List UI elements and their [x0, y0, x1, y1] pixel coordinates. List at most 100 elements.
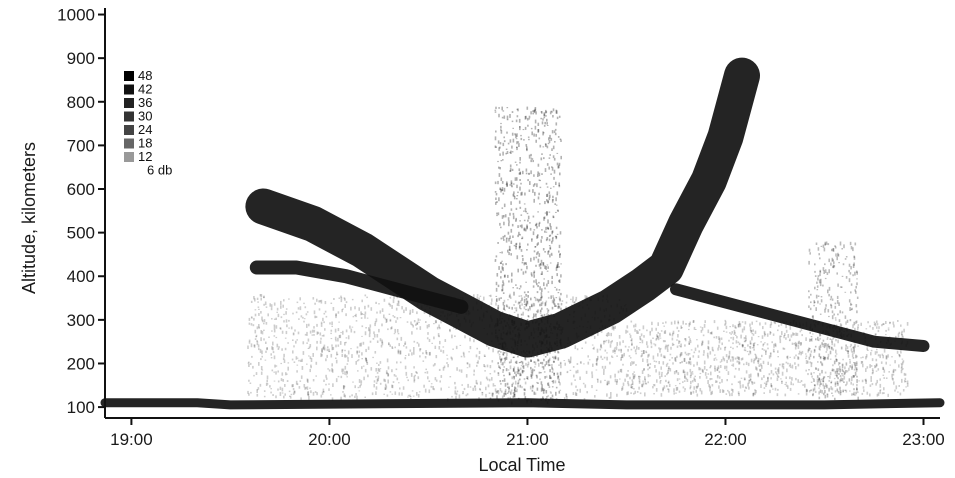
speckle-dot — [848, 263, 851, 267]
speckle-dot — [761, 377, 763, 381]
speckle-dot — [534, 183, 536, 186]
speckle-dot — [335, 314, 337, 319]
speckle-dot — [323, 347, 326, 351]
speckle-dot — [534, 191, 536, 196]
speckle-dot — [798, 353, 800, 355]
speckle-dot — [508, 280, 510, 283]
speckle-dot — [533, 369, 536, 372]
speckle-dot — [393, 374, 396, 377]
speckle-dot — [622, 340, 624, 343]
speckle-dot — [728, 355, 731, 357]
speckle-dot — [499, 146, 501, 149]
speckle-dot — [395, 375, 397, 377]
speckle-dot — [508, 306, 511, 309]
speckle-dot — [850, 246, 853, 250]
speckle-dot — [276, 311, 278, 313]
speckle-dot — [409, 396, 412, 398]
speckle-dot — [747, 382, 749, 387]
speckle-dot — [834, 355, 837, 358]
speckle-dot — [313, 326, 315, 329]
speckle-dot — [801, 334, 803, 337]
speckle-dot — [725, 325, 728, 330]
speckle-dot — [638, 376, 640, 378]
speckle-dot — [541, 288, 543, 292]
speckle-dot — [743, 377, 746, 381]
speckle-dot — [527, 361, 530, 366]
speckle-dot — [672, 344, 675, 346]
speckle-dot — [755, 366, 757, 370]
speckle-dot — [546, 397, 548, 399]
speckle-dot — [280, 305, 282, 309]
speckle-dot — [350, 306, 352, 311]
speckle-dot — [558, 182, 560, 186]
speckle-dot — [504, 274, 506, 278]
speckle-dot — [497, 308, 499, 310]
speckle-dot — [495, 299, 498, 302]
speckle-dot — [517, 383, 519, 388]
speckle-dot — [853, 391, 855, 396]
speckle-dot — [381, 323, 383, 327]
speckle-dot — [472, 387, 474, 391]
speckle-dot — [524, 116, 527, 120]
speckle-dot — [548, 357, 551, 361]
speckle-dot — [559, 389, 562, 391]
speckle-dot — [249, 382, 252, 384]
speckle-dot — [818, 377, 820, 381]
speckle-dot — [462, 351, 465, 355]
y-tick-label: 500 — [67, 224, 95, 243]
speckle-dot — [512, 382, 514, 385]
speckle-dot — [827, 346, 830, 348]
speckle-dot — [753, 345, 755, 349]
speckle-dot — [600, 347, 603, 349]
speckle-dot — [655, 360, 658, 363]
speckle-dot — [261, 350, 263, 355]
speckle-dot — [454, 381, 456, 385]
speckle-dot — [787, 385, 789, 389]
speckle-dot — [827, 353, 830, 357]
speckle-dot — [285, 319, 288, 323]
speckle-dot — [738, 323, 741, 326]
speckle-dot — [364, 396, 366, 398]
speckle-dot — [763, 375, 765, 378]
speckle-dot — [790, 381, 792, 386]
speckle-dot — [545, 266, 547, 270]
speckle-dot — [416, 392, 418, 396]
speckle-dot — [319, 340, 322, 344]
speckle-dot — [690, 372, 692, 376]
speckle-dot — [499, 356, 501, 360]
speckle-dot — [263, 322, 265, 325]
speckle-dot — [619, 341, 621, 346]
speckle-dot — [796, 332, 799, 336]
speckle-dot — [604, 365, 607, 369]
speckle-dot — [795, 342, 798, 347]
speckle-dot — [558, 115, 561, 118]
speckle-dot — [822, 284, 824, 287]
speckle-dot — [361, 352, 363, 356]
speckle-dot — [751, 336, 753, 341]
speckle-dot — [688, 328, 690, 331]
speckle-dot — [563, 397, 566, 401]
speckle-dot — [823, 376, 826, 378]
speckle-dot — [516, 184, 518, 189]
speckle-dot — [837, 382, 839, 386]
speckle-dot — [673, 388, 675, 393]
speckle-dot — [844, 258, 847, 260]
speckle-dot — [508, 386, 510, 390]
speckle-dot — [571, 304, 573, 306]
speckle-dot — [520, 137, 523, 141]
speckle-dot — [705, 376, 708, 379]
speckle-dot — [373, 334, 376, 338]
speckle-dot — [279, 327, 281, 329]
speckle-dot — [552, 115, 554, 118]
speckle-dot — [553, 372, 555, 376]
speckle-dot — [832, 395, 834, 397]
speckle-dot — [618, 348, 620, 352]
speckle-dot — [328, 388, 330, 391]
speckle-dot — [867, 349, 869, 351]
speckle-dot — [847, 350, 849, 355]
speckle-dot — [484, 370, 486, 372]
speckle-dot — [502, 292, 505, 294]
speckle-dot — [741, 321, 744, 323]
speckle-dot — [516, 255, 519, 260]
speckle-dot — [904, 380, 906, 383]
